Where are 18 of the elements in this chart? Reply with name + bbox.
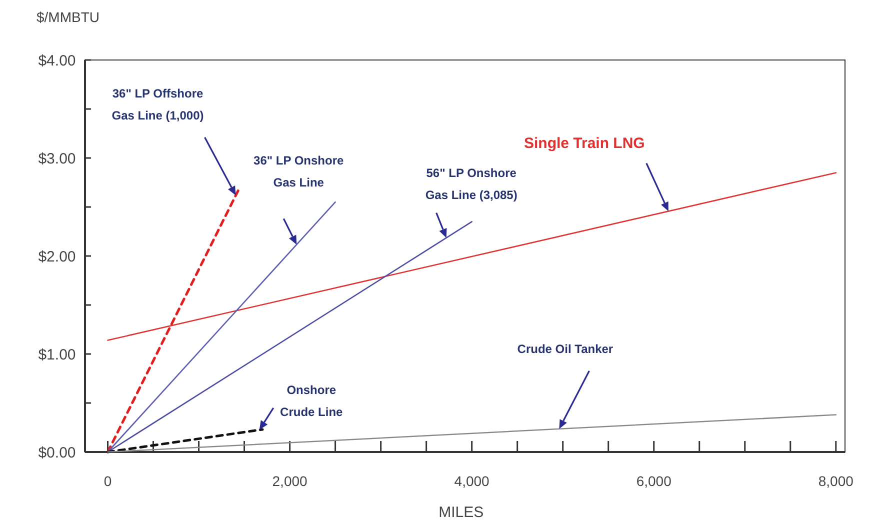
text: 36" LP Offshore Gas Line (1,000) xyxy=(112,86,204,122)
x-axis-title: MILES xyxy=(438,504,484,521)
y-tick-label: $0.00 xyxy=(38,444,76,462)
y-tick-label: $4.00 xyxy=(38,52,76,70)
text: 56" LP Onshore Gas Line (3,085) xyxy=(425,166,518,202)
y-axis-title: $/MMBTU xyxy=(36,9,100,25)
x-tick-label: 4,000 xyxy=(454,473,490,489)
x-tick-label: 2,000 xyxy=(272,473,308,489)
text: Crude Oil Tanker xyxy=(517,342,614,356)
x-tick-label: 6,000 xyxy=(636,473,672,489)
y-tick-label: $3.00 xyxy=(38,150,76,168)
x-tick-label: 8,000 xyxy=(818,473,854,489)
x-tick-label: 0 xyxy=(104,473,112,489)
series-label: 36" LP Onshore Gas Line xyxy=(254,154,344,190)
text: Single Train LNG xyxy=(524,135,645,152)
y-tick-label: $1.00 xyxy=(38,346,76,364)
series-label: Onshore Crude Line xyxy=(280,382,344,419)
y-tick-label: $2.00 xyxy=(38,248,76,266)
